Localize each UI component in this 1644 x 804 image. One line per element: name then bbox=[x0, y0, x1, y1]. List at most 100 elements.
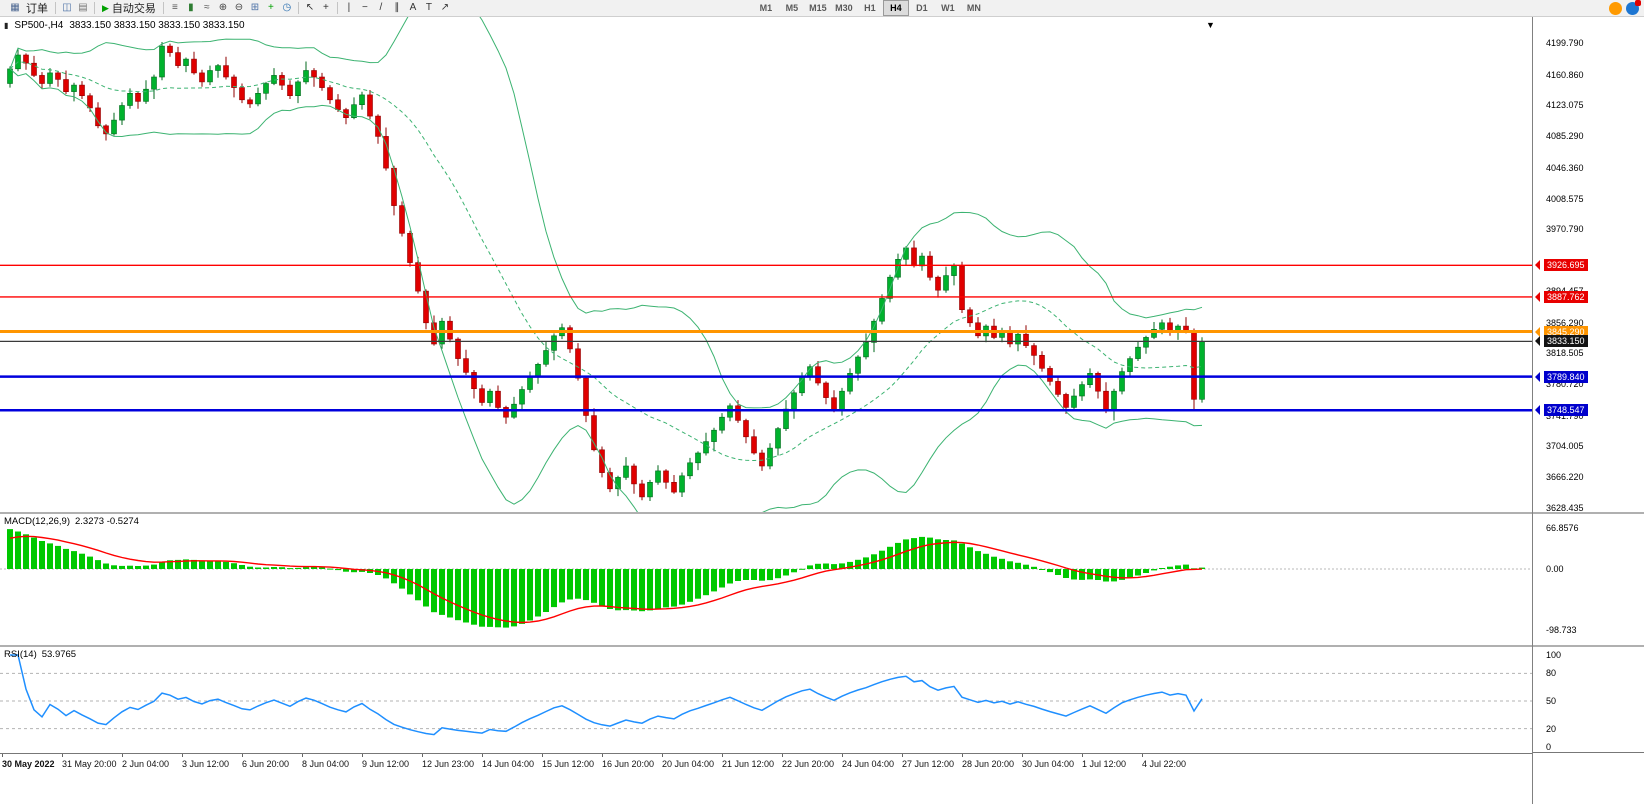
time-tick bbox=[962, 754, 963, 757]
macd-panel[interactable]: MACD(12,26,9) 2.3273 -0.5274 bbox=[0, 514, 1532, 647]
add-indicator-icon[interactable]: + bbox=[268, 1, 274, 13]
bar-chart-icon[interactable]: ≡ bbox=[172, 1, 178, 13]
main-chart-panel[interactable]: ▮ SP500-,H4 3833.150 3833.150 3833.150 3… bbox=[0, 17, 1532, 514]
price-level-label: 3887.762 bbox=[1535, 291, 1588, 303]
period-icon[interactable]: ◷ bbox=[282, 1, 292, 13]
rsi-axis-label: 80 bbox=[1546, 668, 1557, 678]
arrow-tool-icon[interactable]: ↗ bbox=[440, 1, 450, 13]
cursor-icon[interactable]: ↖ bbox=[305, 1, 315, 13]
time-axis-label: 30 May 2022 bbox=[2, 759, 55, 769]
level-arrow-icon bbox=[1535, 327, 1540, 337]
rsi-axis-label: 50 bbox=[1546, 696, 1557, 706]
community-icon[interactable] bbox=[1609, 1, 1622, 15]
rsi-axis-label: 0 bbox=[1546, 742, 1552, 752]
time-axis-label: 21 Jun 12:00 bbox=[722, 759, 775, 769]
auto-trading-button[interactable]: ▶ 自动交易 bbox=[98, 1, 160, 16]
time-tick bbox=[602, 754, 603, 757]
macd-canvas bbox=[0, 529, 1532, 628]
price-level-label: 3926.695 bbox=[1535, 259, 1588, 271]
price-level-label: 3789.840 bbox=[1535, 371, 1588, 383]
time-axis-label: 12 Jun 23:00 bbox=[422, 759, 475, 769]
time-axis-label: 3 Jun 12:00 bbox=[182, 759, 230, 769]
time-axis-label: 14 Jun 04:00 bbox=[482, 759, 535, 769]
time-tick bbox=[842, 754, 843, 757]
time-tick bbox=[902, 754, 903, 757]
toolbar-separator bbox=[297, 2, 299, 14]
chart-icons-group: ◫ ▤ bbox=[59, 1, 91, 16]
new-order-label: 订单 bbox=[26, 3, 48, 15]
time-tick bbox=[182, 754, 183, 757]
time-axis-label: 16 Jun 20:00 bbox=[602, 759, 655, 769]
time-axis-label: 30 Jun 04:00 bbox=[1022, 759, 1075, 769]
symbol-ohlc: 3833.150 3833.150 3833.150 3833.150 bbox=[69, 20, 245, 31]
timeframe-m15[interactable]: M15 bbox=[809, 3, 827, 13]
timeframe-m1[interactable]: M1 bbox=[759, 3, 773, 13]
new-order-button[interactable]: ▦ 订单 bbox=[3, 1, 52, 16]
macd-axis-label: -98.733 bbox=[1546, 625, 1577, 635]
time-tick bbox=[122, 754, 123, 757]
time-tick bbox=[542, 754, 543, 757]
level-arrow-icon bbox=[1535, 292, 1540, 302]
time-axis-label: 31 May 20:00 bbox=[62, 759, 117, 769]
label-icon[interactable]: T bbox=[425, 1, 432, 13]
vertical-line-icon[interactable]: | bbox=[347, 1, 351, 13]
candle-chart-icon[interactable]: ▮ bbox=[188, 1, 194, 13]
chart-shift-marker-icon[interactable]: ▼ bbox=[1206, 20, 1215, 30]
timeframe-h1[interactable]: H1 bbox=[864, 3, 876, 13]
time-tick bbox=[1022, 754, 1023, 757]
time-tick bbox=[422, 754, 423, 757]
price-axis-label: 3818.505 bbox=[1546, 348, 1584, 358]
price-axis-label: 3780.720 bbox=[1546, 379, 1584, 389]
time-axis-label: 2 Jun 04:00 bbox=[122, 759, 170, 769]
panel-separator bbox=[1533, 752, 1644, 753]
macd-signal-line bbox=[9, 535, 1203, 624]
rsi-panel[interactable]: RSI(14) 53.9765 bbox=[0, 647, 1532, 754]
timeframe-mn[interactable]: MN bbox=[966, 3, 981, 13]
rsi-axis-label: 100 bbox=[1546, 650, 1562, 660]
price-axis-label: 3628.435 bbox=[1546, 503, 1584, 513]
toolbar-separator bbox=[94, 2, 95, 14]
macd-axis-label: 0.00 bbox=[1546, 564, 1564, 574]
chart-window-icon[interactable]: ◫ bbox=[62, 1, 72, 13]
time-axis-label: 4 Jul 22:00 bbox=[1142, 759, 1187, 769]
channel-icon[interactable]: ∥ bbox=[394, 1, 400, 13]
timeframe-h4[interactable]: H4 bbox=[882, 0, 909, 16]
profiles-icon[interactable]: ▤ bbox=[78, 1, 88, 13]
search-icon[interactable] bbox=[1626, 0, 1641, 15]
charts-column: ▮ SP500-,H4 3833.150 3833.150 3833.150 3… bbox=[0, 17, 1532, 804]
panel-separator bbox=[1533, 512, 1644, 514]
time-axis[interactable]: 30 May 2022 31 May 20:00 2 Jun 04:00 3 Jun … bbox=[0, 754, 1532, 776]
timeframe-d1[interactable]: D1 bbox=[916, 3, 928, 13]
text-icon[interactable]: A bbox=[409, 1, 417, 13]
level-lines bbox=[0, 264, 1532, 412]
horizontal-line-icon[interactable]: − bbox=[362, 1, 368, 13]
macd-axis-label: 66.8576 bbox=[1546, 523, 1579, 533]
line-chart-icon[interactable]: ≈ bbox=[204, 1, 210, 13]
timeframe-m5[interactable]: M5 bbox=[785, 3, 799, 13]
crosshair-icon[interactable]: + bbox=[323, 1, 329, 13]
toolbar-separator bbox=[162, 2, 164, 14]
macd-label: MACD(12,26,9) 2.3273 -0.5274 bbox=[4, 516, 139, 527]
time-axis-label: 9 Jun 12:00 bbox=[362, 759, 410, 769]
draw-icons-group: | − / ∥ A T ↗ bbox=[341, 1, 453, 16]
price-axis[interactable]: 4199.790 4160.860 4123.075 4085.290 4046.360… bbox=[1532, 17, 1644, 804]
rsi-line bbox=[10, 654, 1203, 736]
toolbar-separator bbox=[336, 2, 338, 14]
zoom-in-icon[interactable]: ⊕ bbox=[218, 1, 228, 13]
rsi-title: RSI(14) bbox=[4, 649, 37, 660]
macd-values: 2.3273 -0.5274 bbox=[75, 516, 139, 527]
price-level-label: 3748.547 bbox=[1535, 404, 1588, 416]
timeframe-buttons: M1 M5 M15 M30 H1 H4 D1 W1 MN bbox=[753, 0, 987, 16]
main-chart-canvas bbox=[0, 17, 1532, 512]
level-arrow-icon bbox=[1535, 336, 1540, 346]
notification-badge bbox=[1635, 0, 1641, 6]
macd-title: MACD(12,26,9) bbox=[4, 516, 70, 527]
timeframe-m30[interactable]: M30 bbox=[835, 3, 853, 13]
tile-windows-icon[interactable]: ⊞ bbox=[250, 1, 260, 13]
chart-icon: ▮ bbox=[4, 21, 9, 30]
price-axis-label: 4085.290 bbox=[1546, 131, 1584, 141]
timeframe-w1[interactable]: W1 bbox=[941, 3, 955, 13]
price-axis-label: 4046.360 bbox=[1546, 163, 1584, 173]
trendline-icon[interactable]: / bbox=[379, 1, 383, 13]
zoom-out-icon[interactable]: ⊖ bbox=[234, 1, 244, 13]
